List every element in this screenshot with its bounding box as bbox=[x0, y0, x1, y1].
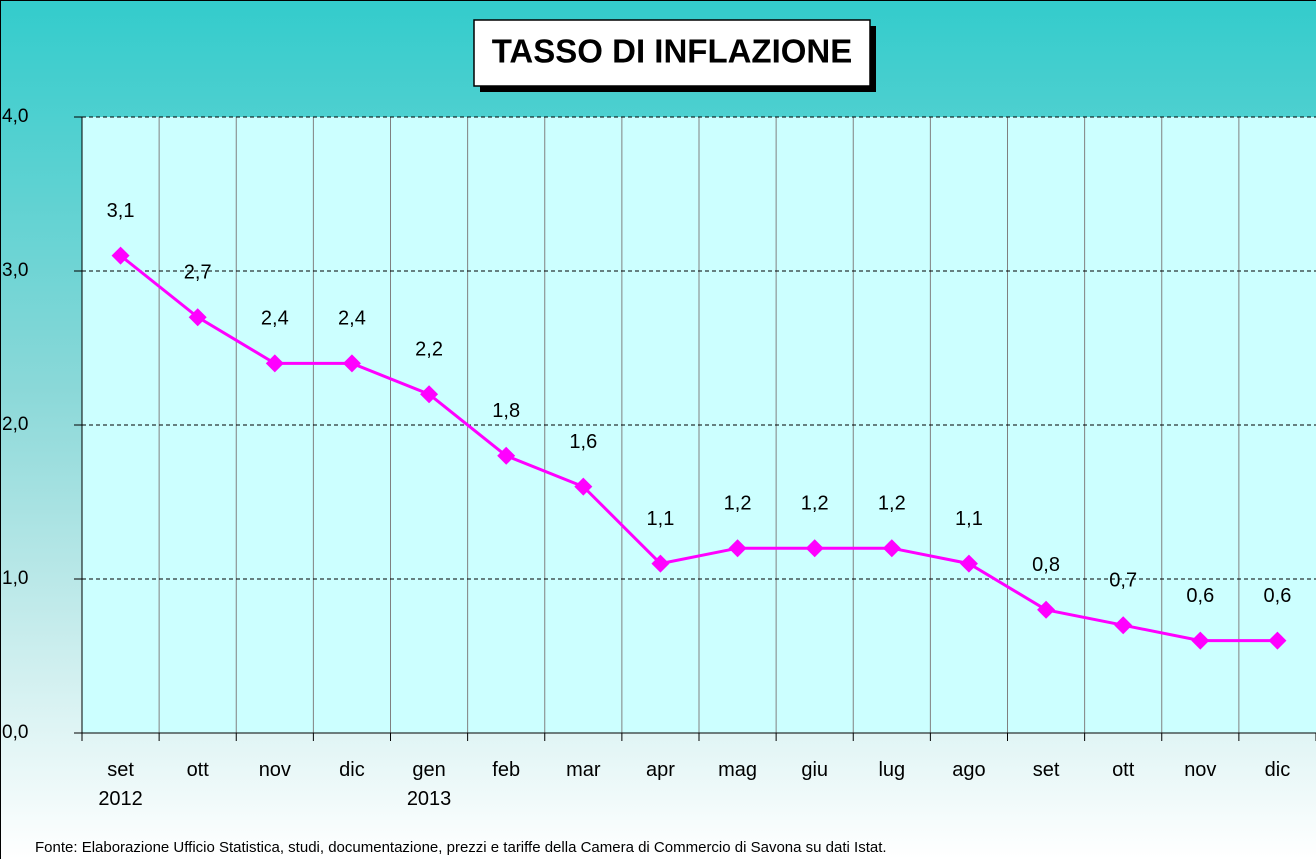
data-label: 1,2 bbox=[878, 492, 906, 514]
x-tick-label: nov bbox=[259, 759, 291, 781]
marker bbox=[1191, 631, 1210, 650]
x-tick-label: apr bbox=[646, 759, 675, 781]
y-tick-label: 1,0 bbox=[2, 568, 28, 589]
marker bbox=[1037, 600, 1056, 619]
marker bbox=[574, 477, 593, 496]
marker bbox=[497, 446, 516, 465]
marker bbox=[1114, 616, 1133, 635]
x-tick-label: ago bbox=[952, 759, 985, 781]
x-tick-label: gen 2013 bbox=[407, 759, 452, 810]
x-tick-label: feb bbox=[492, 759, 520, 781]
marker bbox=[342, 354, 361, 373]
marker bbox=[111, 246, 130, 265]
data-label: 1,1 bbox=[647, 508, 675, 530]
x-tick-label: dic bbox=[1265, 759, 1291, 781]
marker bbox=[651, 554, 670, 573]
title-box bbox=[473, 19, 871, 87]
x-tick-label: nov bbox=[1184, 759, 1216, 781]
marker bbox=[188, 308, 207, 327]
marker bbox=[265, 354, 284, 373]
source-note: Fonte: Elaborazione Ufficio Statistica, … bbox=[35, 839, 887, 856]
data-label: 0,8 bbox=[1032, 554, 1060, 576]
data-label: 1,1 bbox=[955, 508, 983, 530]
x-tick-label: giu bbox=[801, 759, 828, 781]
y-tick-label: 4,0 bbox=[2, 106, 28, 127]
data-label: 2,7 bbox=[184, 261, 212, 283]
marker bbox=[728, 539, 747, 558]
y-tick-label: 3,0 bbox=[2, 260, 28, 281]
marker bbox=[882, 539, 901, 558]
marker bbox=[805, 539, 824, 558]
x-tick-label: dic bbox=[339, 759, 365, 781]
data-label: 0,6 bbox=[1186, 585, 1214, 607]
data-label: 1,8 bbox=[492, 400, 520, 422]
series-line bbox=[119, 254, 1278, 643]
x-tick-label: ott bbox=[187, 759, 210, 781]
x-tick-label: ott bbox=[1112, 759, 1135, 781]
x-tick-label: mar bbox=[566, 759, 601, 781]
marker bbox=[420, 385, 439, 404]
data-label: 0,7 bbox=[1109, 569, 1137, 591]
chart-title: TASSO DI INFLAZIONE bbox=[492, 33, 853, 70]
marker bbox=[1268, 631, 1287, 650]
x-tick-label: lug bbox=[878, 759, 905, 781]
data-label: 2,2 bbox=[415, 338, 443, 360]
data-label: 1,2 bbox=[724, 492, 752, 514]
data-label: 0,6 bbox=[1264, 585, 1292, 607]
y-tick-label: 2,0 bbox=[2, 414, 28, 435]
y-tick-label: 0,0 bbox=[2, 722, 28, 743]
data-label: 2,4 bbox=[338, 308, 366, 330]
data-label: 2,4 bbox=[261, 308, 289, 330]
marker bbox=[959, 554, 978, 573]
data-label: 1,2 bbox=[801, 492, 829, 514]
x-tick-label: set bbox=[1033, 759, 1060, 781]
x-tick-label: set 2012 bbox=[98, 759, 143, 810]
data-label: 1,6 bbox=[569, 431, 597, 453]
x-tick-label: mag bbox=[718, 759, 757, 781]
data-label: 3,1 bbox=[107, 200, 135, 222]
